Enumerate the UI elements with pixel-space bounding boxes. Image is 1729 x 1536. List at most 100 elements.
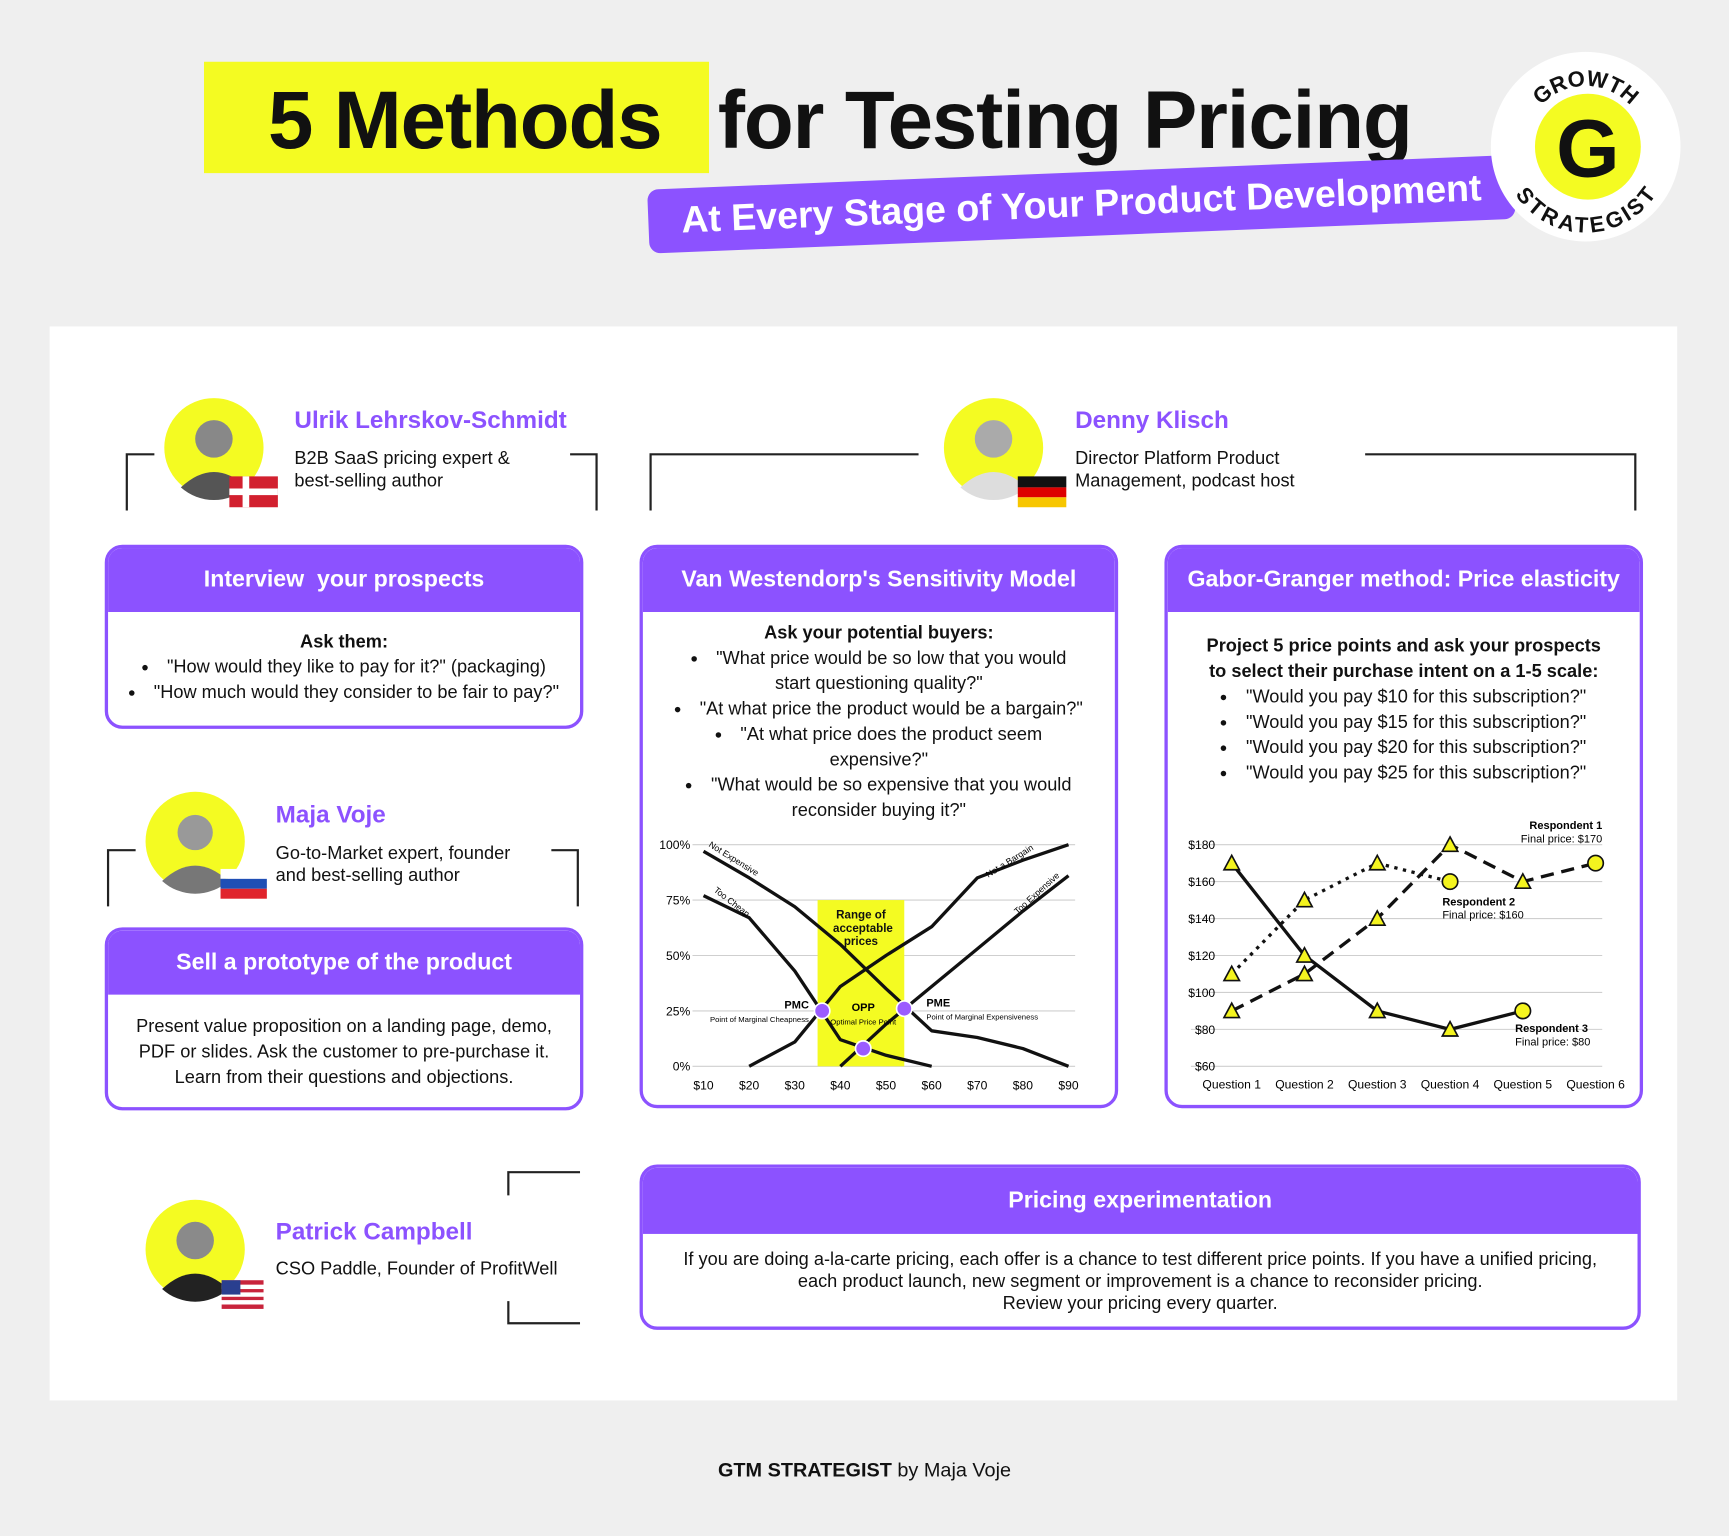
- y-tick-label: 100%: [659, 838, 690, 852]
- role-line: B2B SaaS pricing expert &: [294, 448, 510, 469]
- card: Interview your prospects Ask them: "How …: [104, 544, 584, 729]
- y-tick-label: $160: [1188, 875, 1215, 889]
- card-title: Van Westendorp's Sensitivity Model: [642, 548, 1115, 612]
- x-tick-label: $40: [830, 1078, 850, 1092]
- acceptable-range: [817, 900, 905, 1067]
- bullet: "How would they like to pay for it?" (pa…: [128, 655, 560, 680]
- marker: [1222, 853, 1241, 871]
- expert-role: Director Platform Product Management, pod…: [1075, 448, 1294, 492]
- expert-name: Maja Voje: [275, 800, 386, 829]
- marker: [1222, 1001, 1241, 1019]
- x-tick-label: Question 5: [1494, 1077, 1553, 1091]
- series-line: [839, 874, 1070, 1068]
- y-tick-label: $140: [1188, 912, 1215, 926]
- role-line: best-selling author: [294, 470, 444, 491]
- bullet: "What would be so expensive that you wou…: [672, 773, 1087, 824]
- y-tick-label: $80: [1195, 1023, 1215, 1037]
- expert-role: Go-to-Market expert, founder and best-sel…: [276, 842, 511, 886]
- bullet: "Would you pay $15 for this subscription…: [1201, 710, 1607, 735]
- avatars: [145, 398, 1044, 1302]
- expert-role: B2B SaaS pricing expert & best-selling au…: [294, 448, 509, 492]
- series-name: Respondent 1: [1529, 820, 1602, 832]
- y-tick-label: $180: [1188, 838, 1215, 852]
- title-highlight-text: 5 Methods: [267, 73, 663, 166]
- marker: [1368, 909, 1387, 926]
- key-point: [895, 1000, 913, 1018]
- card-title: Pricing experimentation: [642, 1167, 1638, 1234]
- bullet: "Would you pay $20 for this subscription…: [1201, 736, 1607, 761]
- series-note: Final price: $170: [1521, 833, 1602, 845]
- expert-name: Denny Klisch: [1075, 405, 1229, 434]
- series-name: Respondent 3: [1515, 1023, 1588, 1035]
- flags: [220, 476, 1067, 1309]
- card-title: Sell a prototype of the product: [108, 930, 581, 995]
- marker: [1440, 1019, 1460, 1037]
- y-tick-label: 0%: [673, 1060, 691, 1074]
- expert-name: Ulrik Lehrskov-Schmidt: [294, 405, 567, 434]
- marker: [1368, 853, 1387, 871]
- y-tick-label: $100: [1188, 986, 1215, 1000]
- card-title: Interview your prospects: [108, 548, 581, 612]
- expert-name: Patrick Campbell: [275, 1217, 473, 1245]
- band-label: Range of acceptable prices: [833, 908, 893, 949]
- bullet: "At what price does the product seem exp…: [672, 722, 1087, 773]
- series-line: [748, 843, 1070, 1068]
- point-label: PMC: [784, 1000, 809, 1012]
- marker: [1368, 1001, 1387, 1019]
- series-line: [1230, 861, 1451, 976]
- x-tick-label: Question 1: [1202, 1077, 1261, 1091]
- y-tick-label: 25%: [666, 1004, 690, 1018]
- x-tick-label: Question 2: [1275, 1077, 1334, 1091]
- x-tick-label: $60: [922, 1078, 942, 1092]
- card: Sell a prototype of the product Present …: [104, 927, 584, 1111]
- marker: [1222, 964, 1241, 982]
- role-line: Director Platform Product: [1075, 448, 1280, 469]
- series-label: Not a Bargain: [984, 842, 1035, 879]
- series-line: [702, 849, 1070, 1068]
- point-desc: Point of Marginal Cheapness: [710, 1015, 809, 1024]
- role-line: and best-selling author: [275, 865, 460, 886]
- bullet: "How much would they consider to be fair…: [128, 680, 560, 705]
- series-name: Respondent 2: [1442, 896, 1515, 908]
- marker: [1295, 946, 1314, 963]
- logo-letter: G: [1556, 103, 1619, 194]
- bullet: "At what price the product would be a ba…: [672, 697, 1087, 722]
- card-text: each product launch, new segment or impr…: [797, 1271, 1483, 1292]
- key-point: [813, 1002, 831, 1020]
- x-tick-label: $80: [1013, 1078, 1033, 1092]
- bullet: "Would you pay $25 for this subscription…: [1201, 761, 1607, 786]
- bullet: "What price would be so low that you wou…: [672, 646, 1087, 697]
- point-desc: Point of Marginal Expensiveness: [926, 1013, 1038, 1022]
- series-note: Final price: $160: [1442, 910, 1523, 922]
- point-label: OPP: [852, 1002, 875, 1014]
- x-tick-label: $70: [967, 1078, 987, 1092]
- card-text: If you are doing a-la-carte pricing, eac…: [683, 1249, 1598, 1270]
- x-tick-label: $10: [693, 1078, 713, 1092]
- card: Gabor-Granger method: Price elasticity P…: [1164, 544, 1644, 1109]
- card-title: Gabor-Granger method: Price elasticity: [1167, 548, 1640, 612]
- point-desc: Optimal Price Point: [830, 1017, 897, 1026]
- footer-text: by Maja Voje: [897, 1458, 1012, 1481]
- card-text: Present value proposition on a landing p…: [136, 1016, 552, 1088]
- point-label: PME: [926, 997, 950, 1009]
- key-point: [854, 1040, 872, 1058]
- series-note: Final price: $80: [1515, 1036, 1590, 1048]
- marker: [1295, 964, 1314, 982]
- y-tick-label: 75%: [666, 893, 690, 907]
- marker: [1587, 854, 1605, 872]
- title-text: for Testing Pricing: [717, 73, 1413, 166]
- x-tick-label: Question 4: [1421, 1077, 1480, 1091]
- logo: G GROWTH STRATEGIST: [1490, 51, 1681, 242]
- marker: [1513, 872, 1532, 890]
- series-label: Too Expensive: [1012, 870, 1061, 916]
- brackets: [106, 453, 1637, 1325]
- x-tick-label: $90: [1058, 1078, 1078, 1092]
- x-tick-label: $20: [739, 1078, 759, 1092]
- y-tick-label: $120: [1188, 949, 1215, 963]
- title-highlight: [203, 61, 710, 174]
- series-line: [1230, 842, 1597, 1013]
- marker: [1441, 873, 1459, 891]
